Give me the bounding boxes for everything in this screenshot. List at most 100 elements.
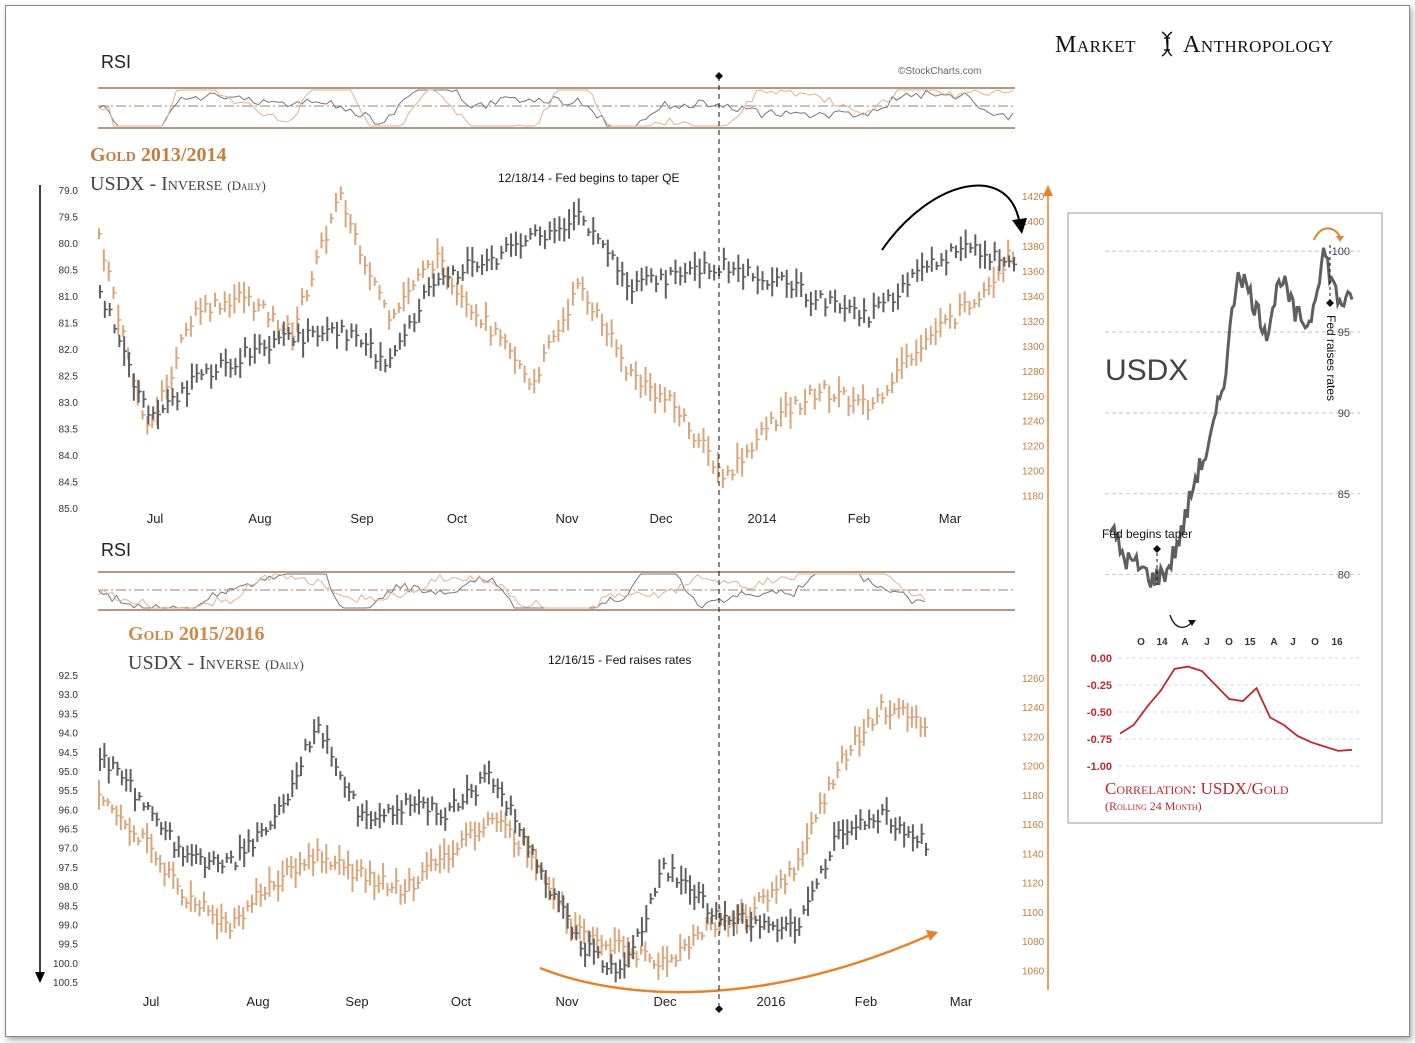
inset-usdx-line bbox=[1108, 247, 1354, 588]
left-tick-label: 82.5 bbox=[59, 372, 79, 383]
left-tick-label: 99.5 bbox=[59, 940, 79, 951]
inset-x-axis: O 14 A J O 15 A J O 16 bbox=[1137, 637, 1343, 648]
top-rsi-gold-line bbox=[98, 89, 1014, 127]
bottom-rsi-gold-line bbox=[98, 573, 926, 609]
left-tick-label: 95.5 bbox=[59, 786, 79, 797]
right-tick-label: 1420 bbox=[1022, 192, 1045, 203]
right-tick-label: 1380 bbox=[1022, 242, 1045, 253]
left-tick-label: 81.0 bbox=[59, 292, 79, 303]
inset-x-tick-label: A bbox=[1181, 637, 1188, 648]
left-tick-label: 96.5 bbox=[59, 825, 79, 836]
x-tick-label: Mar bbox=[939, 511, 962, 526]
left-tick-label: 84.0 bbox=[59, 451, 79, 462]
brand-logo: Market Anthropology bbox=[1055, 31, 1333, 58]
x-tick-label: Nov bbox=[555, 511, 579, 526]
right-tick-label: 1280 bbox=[1022, 367, 1045, 378]
inset-x-tick-label: O bbox=[1137, 637, 1145, 648]
correlation-y-tick-label: -1.00 bbox=[1087, 761, 1112, 773]
right-tick-label: 1160 bbox=[1022, 820, 1044, 831]
gold-axis-arrow bbox=[1043, 185, 1053, 990]
x-tick-label: Aug bbox=[248, 511, 271, 526]
inset-y-tick-label: 95 bbox=[1338, 327, 1350, 339]
left-tick-label: 80.0 bbox=[59, 239, 79, 250]
right-tick-label: 1400 bbox=[1022, 217, 1045, 228]
right-tick-label: 1120 bbox=[1022, 879, 1044, 890]
left-tick-label: 79.0 bbox=[59, 186, 79, 197]
inset-panel bbox=[1067, 212, 1383, 824]
x-tick-label: Feb bbox=[855, 994, 877, 1009]
inset-rate-marker: Fed raises rates bbox=[1313, 227, 1344, 401]
x-tick-label: Feb bbox=[848, 511, 870, 526]
top-x-axis: Jul Aug Sep Oct Nov Dec 2014 Feb Mar bbox=[147, 511, 962, 526]
right-tick-label: 1180 bbox=[1022, 492, 1044, 503]
x-tick-label: 2014 bbox=[748, 511, 777, 526]
left-tick-label: 93.5 bbox=[59, 709, 79, 720]
left-tick-label: 80.5 bbox=[59, 266, 79, 277]
x-tick-label: Nov bbox=[555, 994, 579, 1009]
x-tick-label: Oct bbox=[451, 994, 472, 1009]
left-tick-label: 95.0 bbox=[59, 767, 79, 778]
correlation-grid: 0.00 -0.25 -0.50 -0.75 -1.00 bbox=[1087, 653, 1360, 773]
top-arrowhead-icon bbox=[1012, 218, 1027, 234]
left-tick-label: 81.5 bbox=[59, 319, 79, 330]
top-fed-annotation: 12/18/14 - Fed begins to taper QE bbox=[498, 171, 679, 185]
left-tick-label: 92.5 bbox=[59, 671, 79, 682]
inset-x-tick-label: A bbox=[1270, 637, 1277, 648]
bottom-arrowhead-icon bbox=[926, 930, 938, 941]
x-tick-label: Oct bbox=[447, 511, 468, 526]
left-tick-label: 93.0 bbox=[59, 690, 79, 701]
right-tick-label: 1240 bbox=[1022, 703, 1045, 714]
left-tick-label: 82.0 bbox=[59, 345, 79, 356]
left-tick-label: 98.5 bbox=[59, 901, 79, 912]
right-tick-label: 1140 bbox=[1022, 849, 1044, 860]
left-tick-label: 97.5 bbox=[59, 863, 79, 874]
left-tick-label: 83.0 bbox=[59, 398, 79, 409]
left-tick-label: 98.0 bbox=[59, 882, 79, 893]
correlation-line bbox=[1119, 665, 1353, 752]
inset-y-tick-label: 80 bbox=[1338, 570, 1350, 582]
bottom-right-axis: 1260 1240 1220 1200 1180 1160 1140 1120 1100 1080… bbox=[1022, 674, 1045, 977]
top-rsi-band bbox=[98, 87, 1015, 129]
x-tick-label: Sep bbox=[350, 511, 373, 526]
inset-x-tick-label: 15 bbox=[1244, 637, 1256, 648]
inset-y-tick-label: 90 bbox=[1338, 408, 1350, 420]
copyright-label: ©StockCharts.com bbox=[898, 66, 982, 77]
bottom-rsi-label: RSI bbox=[101, 540, 131, 560]
top-right-axis: 1420 1400 1380 1360 1340 1320 1300 1280 1260 1240… bbox=[1022, 192, 1045, 502]
right-tick-label: 1300 bbox=[1022, 342, 1045, 353]
brand-left: Market bbox=[1055, 32, 1136, 58]
correlation-y-tick-label: 0.00 bbox=[1091, 653, 1112, 665]
inset-x-tick-label: O bbox=[1225, 637, 1233, 648]
right-tick-label: 1200 bbox=[1022, 762, 1045, 773]
right-tick-label: 1260 bbox=[1022, 674, 1045, 685]
x-tick-label: 2016 bbox=[757, 994, 786, 1009]
bottom-gold-title: Gold 2015/2016 bbox=[128, 623, 264, 645]
left-tick-label: 97.0 bbox=[59, 844, 79, 855]
correlation-title: Correlation: USDX/Gold bbox=[1105, 779, 1289, 798]
inset-y-tick-label: 100 bbox=[1332, 246, 1350, 258]
right-tick-label: 1220 bbox=[1022, 732, 1045, 743]
bottom-usdx-title: USDX - Inverse (Daily) bbox=[128, 652, 304, 674]
right-tick-label: 1320 bbox=[1022, 317, 1045, 328]
x-tick-label: Mar bbox=[950, 994, 973, 1009]
inset-taper-marker bbox=[1153, 545, 1196, 628]
top-usdx-title: USDX - Inverse (Daily) bbox=[90, 173, 266, 195]
left-tick-label: 100.0 bbox=[53, 959, 78, 970]
right-tick-label: 1360 bbox=[1022, 267, 1045, 278]
left-tick-label: 85.0 bbox=[59, 504, 79, 515]
x-tick-label: Dec bbox=[653, 994, 677, 1009]
inset-title: USDX bbox=[1105, 354, 1188, 387]
left-tick-label: 96.0 bbox=[59, 805, 79, 816]
left-tick-label: 100.5 bbox=[53, 978, 78, 989]
top-rsi-label: RSI bbox=[101, 52, 131, 72]
x-tick-label: Jul bbox=[147, 511, 164, 526]
right-tick-label: 1100 bbox=[1022, 908, 1044, 919]
x-tick-label: Aug bbox=[246, 994, 269, 1009]
right-tick-label: 1340 bbox=[1022, 292, 1045, 303]
inset-rate-label: Fed raises rates bbox=[1324, 315, 1338, 401]
x-tick-label: Sep bbox=[345, 994, 368, 1009]
top-rsi-usdx-line bbox=[98, 89, 1014, 127]
fed-event-line bbox=[715, 72, 723, 1013]
top-black-arc-arrow bbox=[881, 184, 1021, 251]
